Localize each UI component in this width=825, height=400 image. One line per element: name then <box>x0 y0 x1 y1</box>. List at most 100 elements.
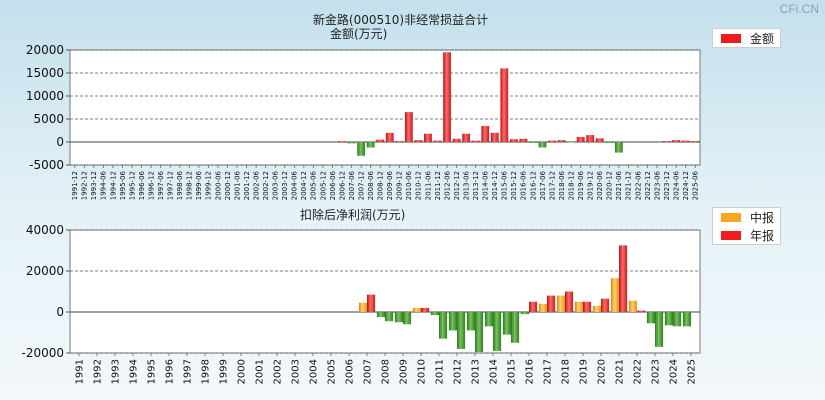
x-tick-label: 2002-12 <box>262 171 270 200</box>
x-tick-label: 2009-06 <box>386 170 394 200</box>
bar <box>412 307 421 312</box>
bar <box>376 139 385 142</box>
bar <box>490 132 499 142</box>
x-tick-label: 2025-06 <box>692 170 700 200</box>
x-tick-label: 1995-12 <box>128 171 136 200</box>
bar <box>500 68 509 142</box>
watermark: CFi.CN <box>779 2 819 16</box>
bar <box>548 140 556 142</box>
x-tick-label: 2025 <box>686 359 697 384</box>
x-tick-label: 1991-12 <box>71 171 79 200</box>
bar <box>547 295 556 312</box>
bar <box>614 142 623 153</box>
x-tick-label: 2005-12 <box>319 171 327 200</box>
legend-swatch <box>721 212 741 222</box>
bar <box>605 142 614 143</box>
x-tick-label: 2012-06 <box>443 170 451 200</box>
x-tick-label: 1996-06 <box>138 170 146 200</box>
x-tick-label: 1997 <box>182 359 193 384</box>
bar <box>529 301 538 312</box>
x-tick-label: 2014-06 <box>482 170 490 200</box>
bar <box>529 142 537 143</box>
bar <box>576 136 585 142</box>
y-tick-label: 0 <box>56 305 64 319</box>
x-tick-label: 2022-06 <box>634 170 642 200</box>
y-tick-label: 20000 <box>26 264 64 278</box>
bar <box>595 138 604 142</box>
x-tick-label: 2021 <box>614 359 625 384</box>
x-tick-label: 2020-12 <box>606 171 614 200</box>
x-tick-label: 2003-06 <box>272 170 280 200</box>
x-tick-label: 2023-12 <box>663 171 671 200</box>
bar <box>448 312 457 331</box>
bar <box>443 52 451 142</box>
x-tick-label: 1997-06 <box>157 170 165 200</box>
x-tick-label: 2021-06 <box>615 170 623 200</box>
bar <box>557 140 566 142</box>
bar <box>457 312 466 349</box>
bar <box>672 140 681 142</box>
x-tick-label: 1998 <box>200 359 211 384</box>
x-tick-label: 1991 <box>74 359 85 384</box>
bar <box>519 138 528 142</box>
x-tick-label: 2006 <box>344 359 355 384</box>
bar <box>673 312 682 327</box>
x-tick-label: 2018 <box>560 359 571 384</box>
x-tick-label: 2009 <box>398 359 409 384</box>
x-tick-label: 2013-06 <box>462 170 470 200</box>
x-tick-label: 2012 <box>452 359 463 384</box>
x-tick-label: 2000-12 <box>224 171 232 200</box>
x-tick-label: 2016 <box>524 359 535 384</box>
x-tick-label: 2004 <box>308 359 319 384</box>
x-tick-label: 2008-06 <box>367 170 375 200</box>
x-tick-label: 2001 <box>254 359 265 384</box>
x-tick-label: 2000 <box>236 359 247 384</box>
bar <box>681 140 690 142</box>
x-tick-label: 1994-12 <box>109 171 117 200</box>
x-tick-label: 2006-06 <box>329 170 337 200</box>
x-tick-label: 2008 <box>380 359 391 384</box>
legend-item-interim: 中报 <box>713 208 780 226</box>
x-tick-label: 2016-06 <box>520 170 528 200</box>
bar <box>357 142 366 156</box>
x-tick-label: 2004-06 <box>291 170 299 200</box>
x-tick-label: 1993 <box>110 359 121 384</box>
chart-title-bottom: 扣除后净利润(万元) <box>300 208 406 222</box>
x-tick-label: 2003 <box>290 359 301 384</box>
x-tick-label: 2011-06 <box>424 170 432 200</box>
bar <box>655 312 664 347</box>
bar <box>366 142 375 148</box>
x-tick-label: 2012-12 <box>453 171 461 200</box>
x-tick-label: 2010 <box>416 359 427 384</box>
bar <box>646 312 655 324</box>
legend-bottom: 中报 年报 <box>712 207 782 245</box>
x-tick-label: 2019 <box>578 359 589 384</box>
x-tick-label: 2018-12 <box>567 171 575 200</box>
bar <box>394 312 403 323</box>
x-tick-label: 2022-12 <box>644 171 652 200</box>
bar <box>439 312 448 339</box>
legend-item-amount: 金额 <box>713 29 780 47</box>
y-tick-label: 40000 <box>26 223 64 237</box>
bar <box>502 312 511 335</box>
bar <box>538 303 547 312</box>
x-tick-label: 1994-06 <box>100 170 108 200</box>
bar <box>682 312 691 327</box>
y-tick-label: 0 <box>56 135 64 149</box>
bar <box>475 312 484 352</box>
x-tick-label: 2014-12 <box>491 171 499 200</box>
x-tick-label: 2020 <box>596 359 607 384</box>
x-tick-label: 2024-06 <box>672 170 680 200</box>
y-tick-label: -5000 <box>29 158 64 172</box>
bar <box>520 312 529 315</box>
bar <box>403 312 412 325</box>
x-tick-label: 1996-12 <box>147 171 155 200</box>
bar <box>430 312 439 316</box>
x-tick-label: 2013 <box>470 359 481 384</box>
x-tick-label: 1992 <box>92 359 103 384</box>
bar <box>358 302 367 312</box>
x-tick-label: 2015-12 <box>510 171 518 200</box>
legend-top: 金额 <box>712 28 782 48</box>
bar <box>601 298 610 312</box>
